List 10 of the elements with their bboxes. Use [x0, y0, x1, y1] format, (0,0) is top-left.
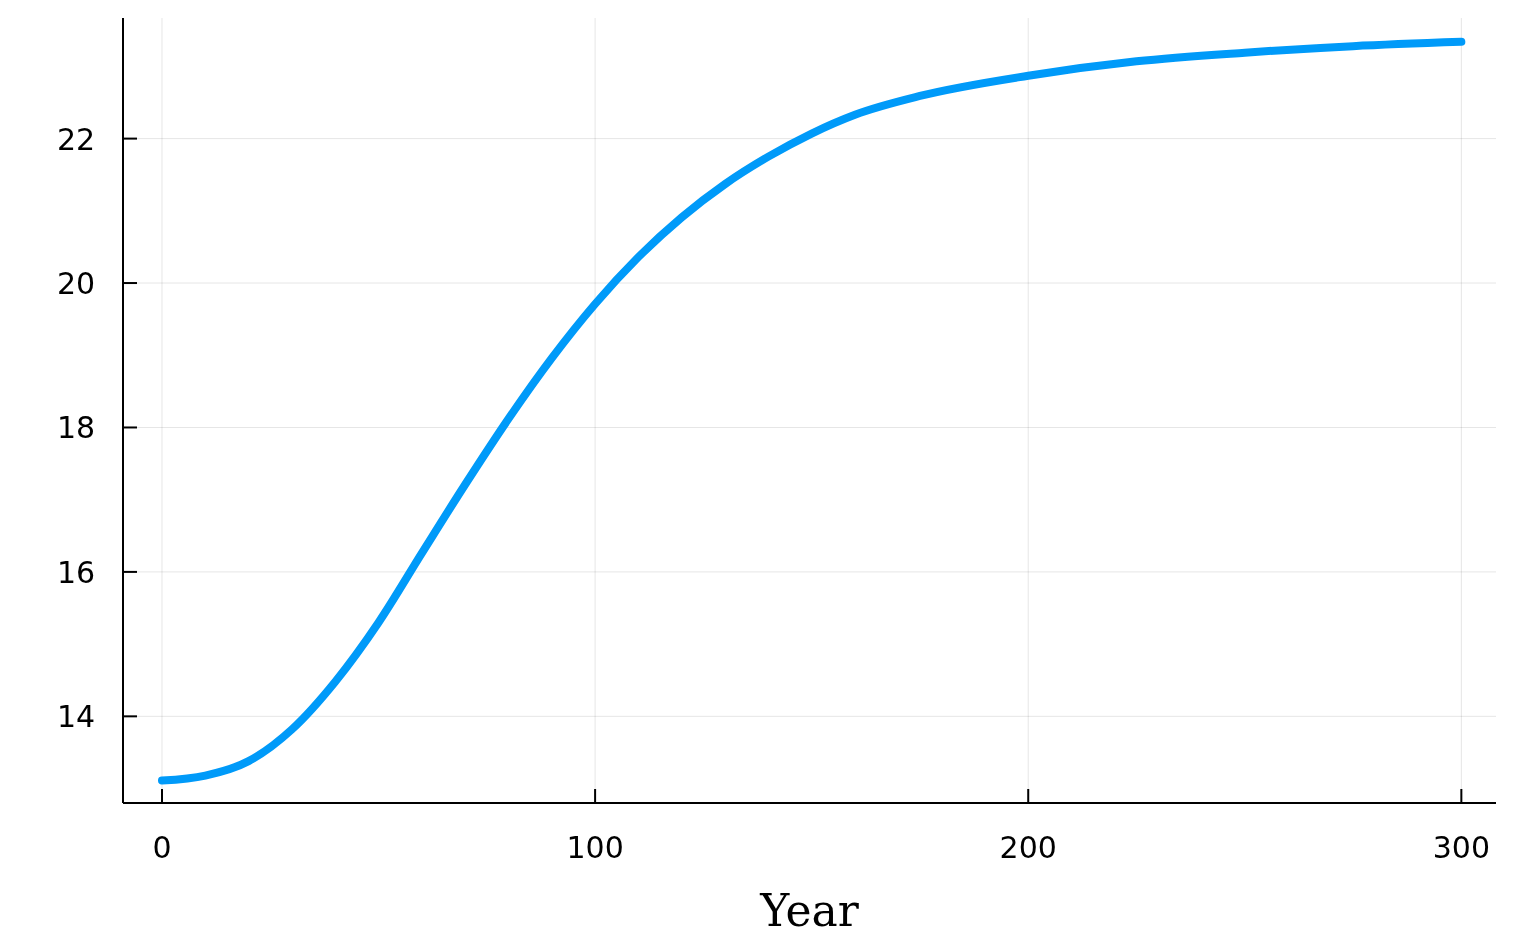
- y-tick-label: 18: [56, 410, 96, 446]
- y-tick-label: 20: [56, 266, 96, 302]
- y-tick-label: 22: [56, 121, 96, 157]
- y-tick-label: 14: [56, 699, 96, 735]
- x-tick-label: 200: [999, 830, 1057, 865]
- x-axis-title: Year: [759, 885, 860, 936]
- y-tick-label: 16: [56, 554, 96, 590]
- x-tick-label: 0: [152, 830, 172, 865]
- x-tick-label: 300: [1432, 830, 1490, 865]
- x-tick-label: 100: [566, 830, 624, 865]
